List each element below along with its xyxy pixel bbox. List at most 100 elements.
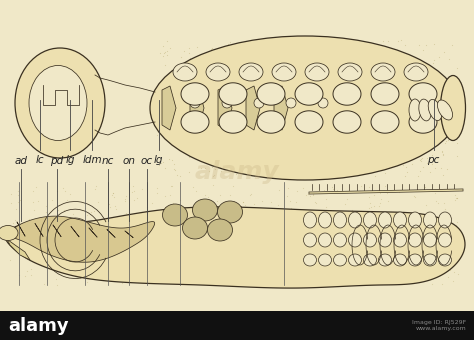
- Point: [382, 139, 390, 144]
- Point: [339, 85, 347, 90]
- Point: [179, 204, 187, 209]
- Point: [339, 100, 347, 105]
- Point: [279, 55, 286, 61]
- Point: [193, 205, 201, 210]
- Point: [251, 38, 259, 44]
- Point: [198, 89, 206, 95]
- Point: [207, 51, 215, 56]
- Point: [197, 56, 204, 62]
- Point: [299, 99, 307, 104]
- Text: oc: oc: [141, 156, 153, 166]
- Text: pd: pd: [50, 156, 64, 166]
- Point: [390, 253, 397, 258]
- Ellipse shape: [319, 254, 331, 266]
- Point: [33, 234, 41, 240]
- Text: lg: lg: [154, 155, 164, 165]
- Point: [217, 215, 224, 220]
- Ellipse shape: [404, 63, 428, 81]
- Point: [198, 56, 206, 62]
- Point: [454, 271, 462, 276]
- Point: [384, 273, 392, 279]
- Point: [61, 228, 69, 234]
- Point: [206, 214, 214, 219]
- Ellipse shape: [319, 212, 331, 228]
- Point: [334, 256, 341, 261]
- Point: [330, 90, 337, 96]
- Point: [45, 258, 53, 263]
- Ellipse shape: [182, 217, 208, 239]
- Point: [281, 71, 288, 77]
- Point: [251, 55, 259, 61]
- Point: [332, 147, 339, 152]
- Point: [323, 170, 330, 175]
- Point: [230, 199, 237, 204]
- Point: [97, 258, 104, 264]
- Point: [353, 48, 360, 54]
- Point: [170, 270, 177, 275]
- Bar: [0, 311, 474, 340]
- Point: [324, 104, 331, 110]
- Point: [387, 90, 394, 95]
- Point: [371, 140, 379, 146]
- Point: [417, 232, 424, 238]
- Ellipse shape: [409, 254, 421, 266]
- Point: [451, 109, 459, 114]
- Point: [145, 244, 152, 249]
- Ellipse shape: [379, 254, 392, 266]
- Polygon shape: [246, 86, 260, 130]
- Point: [317, 158, 324, 164]
- Point: [109, 191, 117, 196]
- Point: [393, 123, 401, 129]
- Point: [342, 172, 349, 177]
- Point: [287, 106, 294, 112]
- Point: [199, 233, 206, 238]
- Ellipse shape: [0, 225, 18, 240]
- Point: [172, 130, 179, 135]
- Point: [351, 119, 358, 124]
- Point: [231, 254, 239, 260]
- Point: [156, 108, 164, 113]
- Point: [150, 278, 157, 284]
- Point: [211, 222, 219, 227]
- Point: [369, 44, 377, 49]
- Point: [68, 220, 76, 225]
- Point: [189, 185, 197, 190]
- Point: [256, 260, 264, 266]
- Point: [419, 155, 426, 160]
- Point: [193, 141, 201, 146]
- Point: [213, 249, 220, 254]
- Point: [399, 163, 406, 168]
- Point: [62, 188, 69, 193]
- Ellipse shape: [348, 233, 362, 247]
- Point: [202, 52, 210, 58]
- Point: [309, 192, 316, 197]
- Point: [239, 199, 247, 205]
- Point: [342, 213, 350, 218]
- Point: [166, 45, 174, 51]
- Point: [269, 55, 277, 60]
- Point: [374, 250, 382, 255]
- Point: [207, 100, 214, 106]
- Point: [212, 210, 220, 216]
- Point: [14, 199, 22, 204]
- Point: [94, 199, 101, 205]
- Ellipse shape: [371, 63, 395, 81]
- Point: [182, 252, 190, 258]
- Point: [199, 227, 207, 233]
- Point: [346, 138, 353, 143]
- Point: [452, 198, 459, 203]
- Point: [176, 91, 183, 97]
- Point: [182, 223, 190, 228]
- Point: [441, 200, 448, 206]
- Point: [346, 111, 354, 117]
- Point: [386, 141, 394, 146]
- Point: [279, 118, 286, 124]
- Point: [379, 159, 386, 165]
- Point: [286, 57, 294, 62]
- Point: [311, 84, 319, 89]
- Point: [408, 244, 416, 249]
- Point: [293, 136, 301, 141]
- Point: [393, 47, 401, 53]
- Point: [416, 157, 424, 163]
- Point: [253, 138, 261, 144]
